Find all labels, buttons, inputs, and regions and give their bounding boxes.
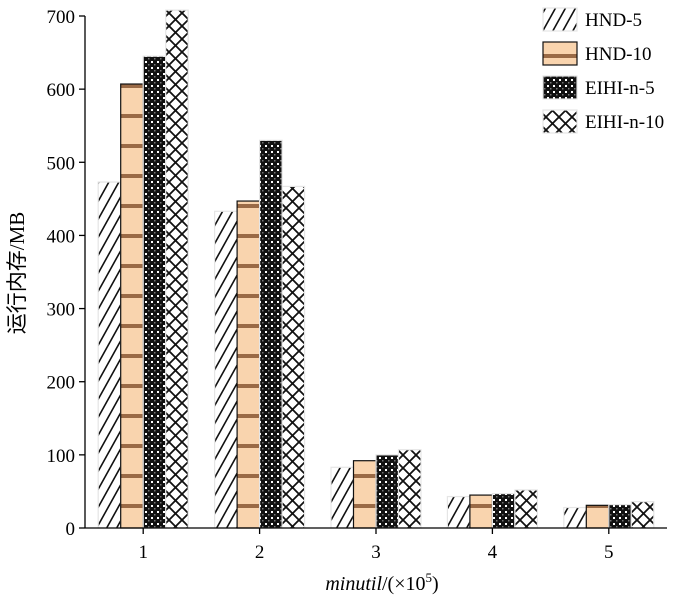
x-tick-label-1: 1 (138, 542, 148, 563)
bar-hnd-10-cat-3 (352, 460, 377, 529)
bar-hnd-5-cat-2 (214, 210, 238, 529)
legend-swatch-hnd-5 (542, 7, 578, 32)
x-tick-label-3: 3 (371, 542, 381, 563)
bar-hnd-5-cat-1 (97, 181, 122, 529)
bar-hnd-5-cat-3 (330, 466, 355, 529)
y-axis-label: 运行内存/MB (5, 212, 29, 335)
bars-group (97, 9, 655, 529)
legend-label-eihi-n-10: EIHI-n-10 (585, 112, 664, 133)
legend-swatch-hnd-10 (542, 41, 578, 66)
x-axis-label-exponent: 5 (426, 570, 433, 585)
legend: HND-5 HND-10 EIHI-n-5 EIHI-n-10 (542, 7, 664, 134)
bar-eihi-n-5-cat-2 (259, 139, 283, 529)
x-axis-label-variable: minutil (325, 573, 382, 595)
bar-hnd-10-cat-2 (236, 200, 261, 529)
x-tick-label-4: 4 (488, 542, 498, 563)
bar-eihi-n-5-cat-3 (375, 454, 400, 529)
y-tick-label-600: 600 (47, 80, 76, 101)
legend-label-hnd-10: HND-10 (585, 44, 652, 65)
legend-swatch-eihi-n-10 (542, 109, 578, 134)
y-tick-label-700: 700 (47, 7, 76, 28)
bar-eihi-n-10-cat-1 (165, 9, 189, 529)
x-tick-label-5: 5 (604, 542, 614, 563)
legend-swatch-eihi-n-5 (542, 75, 578, 100)
legend-label-eihi-n-5: EIHI-n-5 (585, 78, 655, 99)
bar-hnd-10-cat-4 (469, 494, 493, 529)
bar-eihi-n-10-cat-5 (630, 501, 655, 529)
y-tick-label-0: 0 (66, 519, 76, 540)
y-tick-label-100: 100 (47, 446, 76, 467)
x-axis-label-close: ) (432, 573, 439, 595)
bar-hnd-5-cat-4 (446, 495, 471, 529)
x-axis-label-unit: /(×10 (382, 573, 426, 595)
bar-eihi-n-5-cat-1 (142, 55, 167, 529)
y-tick-label-200: 200 (47, 373, 76, 394)
axes-group: 0 100 200 300 400 500 600 700 1 2 3 4 5 (47, 7, 667, 563)
bar-eihi-n-10-cat-3 (397, 449, 422, 529)
legend-label-hnd-5: HND-5 (585, 10, 642, 31)
y-tick-label-400: 400 (47, 226, 76, 247)
bar-hnd-10-cat-5 (585, 504, 610, 529)
bar-hnd-5-cat-5 (563, 506, 587, 529)
bar-eihi-n-10-cat-4 (514, 489, 539, 529)
y-tick-label-300: 300 (47, 300, 76, 321)
bar-hnd-10-cat-1 (120, 83, 144, 529)
x-axis-label: minutil/(×105) (325, 570, 438, 595)
bar-eihi-n-5-cat-4 (491, 493, 516, 529)
y-tick-label-500: 500 (47, 153, 76, 174)
x-tick-label-2: 2 (255, 542, 265, 563)
bar-eihi-n-10-cat-2 (281, 185, 306, 529)
bar-eihi-n-5-cat-5 (608, 503, 632, 529)
